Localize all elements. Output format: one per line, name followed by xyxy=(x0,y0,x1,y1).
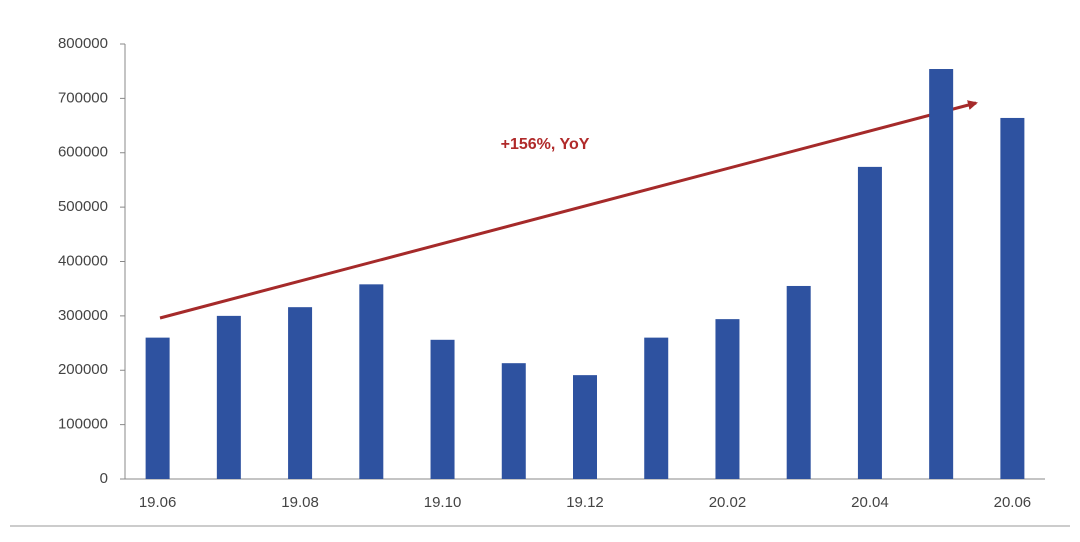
bar xyxy=(929,69,954,479)
x-tick-label: 20.06 xyxy=(994,494,1032,511)
bar xyxy=(1000,117,1025,479)
y-tick-label: 500000 xyxy=(58,198,108,215)
y-tick-label: 300000 xyxy=(58,307,108,324)
trend-arrow xyxy=(159,100,978,320)
bar xyxy=(501,363,526,479)
x-tick-label: 19.10 xyxy=(424,494,462,511)
bar xyxy=(573,375,597,479)
bar xyxy=(216,315,241,479)
x-tick-label: 20.04 xyxy=(851,494,889,511)
bar xyxy=(715,319,740,479)
y-tick-label: 400000 xyxy=(58,252,108,269)
bar xyxy=(430,339,455,479)
y-tick-label: 700000 xyxy=(58,89,108,106)
bar xyxy=(145,337,170,479)
bar xyxy=(786,285,811,479)
y-tick-label: 800000 xyxy=(58,35,108,52)
bar xyxy=(644,337,669,479)
x-tick-label: 19.12 xyxy=(566,494,604,511)
y-tick-label: 0 xyxy=(100,470,108,487)
y-tick-label: 100000 xyxy=(58,416,108,433)
annotation: +156%, YoY xyxy=(501,136,590,153)
bar xyxy=(288,307,313,479)
bar xyxy=(359,284,384,479)
bar xyxy=(857,166,882,479)
x-tick-label: 20.02 xyxy=(709,494,747,511)
y-tick-label: 200000 xyxy=(58,361,108,378)
x-tick-label: 19.06 xyxy=(139,494,177,511)
y-tick-label: 600000 xyxy=(58,144,108,161)
x-tick-label: 19.08 xyxy=(281,494,319,511)
